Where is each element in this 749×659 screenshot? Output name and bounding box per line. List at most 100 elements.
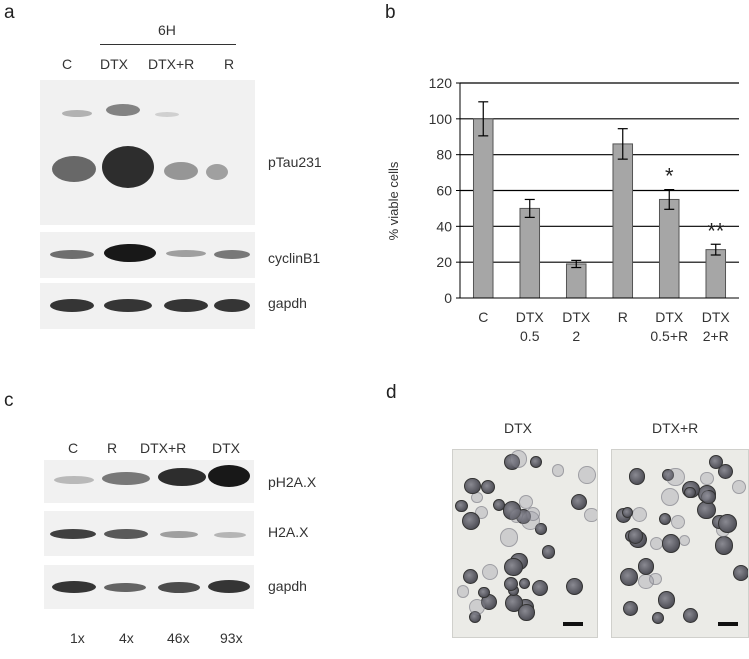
viability-chart: 0 20 40 60 80 100 120 C DTX 0.5 DTX 2 R DTX 0.5+R DTX 2… <box>386 75 739 344</box>
cell <box>481 480 496 495</box>
lane-label-c-2: R <box>107 440 118 456</box>
blot-ptau231 <box>40 80 255 225</box>
cell <box>464 477 481 495</box>
cell <box>518 577 530 590</box>
cell <box>504 576 519 591</box>
cell <box>714 536 734 555</box>
micrograph-dtx <box>452 449 598 638</box>
lane-label-a-3: DTX+R <box>148 56 195 72</box>
y-tick-label: 20 <box>436 254 452 270</box>
cell <box>661 533 681 553</box>
cell <box>699 489 711 502</box>
blot-cyclinb1 <box>40 232 255 278</box>
panel-c-letter: c <box>4 390 14 411</box>
cell <box>525 506 541 521</box>
micrograph-dtx-r <box>611 449 749 638</box>
blot-gapdh-a <box>40 283 255 329</box>
y-tick-label: 100 <box>429 111 453 127</box>
cell <box>628 468 645 485</box>
cell <box>584 508 597 523</box>
cell <box>510 450 528 468</box>
x-tick-label: C <box>478 309 488 325</box>
cell <box>666 467 685 487</box>
cell <box>468 598 485 615</box>
cell <box>518 604 535 621</box>
cell <box>637 557 655 575</box>
cell <box>532 580 549 597</box>
cell <box>638 574 654 590</box>
cell <box>652 612 664 624</box>
cell <box>541 545 555 559</box>
cell <box>678 535 690 547</box>
lane-label-a-1: C <box>62 56 73 72</box>
y-tick-label: 80 <box>436 147 452 163</box>
timepoint-bracket-line <box>100 44 236 45</box>
cell <box>732 480 747 494</box>
blot-label-h2ax: H2A.X <box>268 524 309 540</box>
cell <box>684 486 696 499</box>
x-tick-label: DTX <box>702 309 731 325</box>
lane-label-c-4: DTX <box>212 440 240 456</box>
x-tick-label: 2 <box>572 328 580 344</box>
blot-gapdh-c <box>44 565 254 609</box>
x-tick-label: 2+R <box>703 328 729 344</box>
cell <box>708 454 724 470</box>
bar <box>472 118 494 299</box>
fold-change-1: 1x <box>70 630 85 646</box>
bar <box>519 207 541 299</box>
x-tick-label: 0.5+R <box>650 328 688 344</box>
cell <box>454 499 468 513</box>
scale-bar <box>718 622 738 626</box>
cell <box>620 568 639 586</box>
cell <box>631 506 648 523</box>
cell <box>718 513 737 533</box>
blot-ph2ax <box>44 460 254 503</box>
x-tick-label: 0.5 <box>520 328 540 344</box>
x-tick-label: DTX <box>655 309 684 325</box>
significance-marker: * <box>665 164 674 189</box>
bar <box>705 249 727 299</box>
fold-change-3: 46x <box>167 630 190 646</box>
cell <box>565 577 584 596</box>
cell <box>657 591 676 609</box>
cell <box>577 466 596 485</box>
cell <box>717 463 733 480</box>
blot-label-ptau231: pTau231 <box>268 154 322 170</box>
blot-label-ph2ax: pH2A.X <box>268 474 317 490</box>
lane-label-c-3: DTX+R <box>140 440 187 456</box>
x-tick-label: DTX <box>562 309 591 325</box>
lane-label-c-1: C <box>68 440 79 456</box>
cell <box>493 498 506 511</box>
panel-a-letter: a <box>4 2 15 23</box>
panel-d-letter: d <box>386 382 397 403</box>
significance-marker: ** <box>707 218 725 243</box>
bar <box>565 263 587 299</box>
lane-label-a-2: DTX <box>100 56 128 72</box>
cell <box>481 563 499 581</box>
x-tick-label: DTX <box>516 309 545 325</box>
cell <box>529 455 542 468</box>
cell <box>518 495 533 510</box>
cell <box>700 471 714 486</box>
scale-bar <box>563 622 583 626</box>
cell <box>732 565 748 582</box>
cell <box>682 607 699 624</box>
lane-label-a-4: R <box>224 56 235 72</box>
cell <box>478 586 490 598</box>
fold-change-4: 93x <box>220 630 243 646</box>
blot-label-gapdh-c: gapdh <box>268 578 307 594</box>
y-tick-label: 0 <box>444 290 452 306</box>
panel-b-letter: b <box>385 2 396 23</box>
cell <box>500 528 519 547</box>
x-tick-label: R <box>618 309 628 325</box>
y-axis-label: % viable cells <box>386 161 401 240</box>
y-tick-label: 60 <box>436 183 452 199</box>
cell <box>456 584 470 598</box>
timepoint-label: 6H <box>158 22 176 38</box>
bar <box>612 143 634 299</box>
cell <box>504 557 523 577</box>
blot-label-gapdh-a: gapdh <box>268 295 307 311</box>
cell <box>570 493 587 510</box>
cell <box>462 511 481 530</box>
cell <box>462 568 479 584</box>
